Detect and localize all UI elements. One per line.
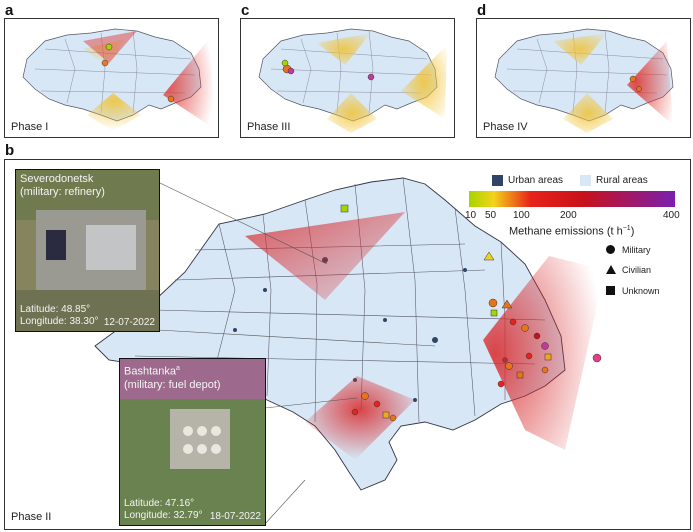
inset-bashtanka-title: Bashtankaa (military: fuel depot) (124, 365, 221, 391)
ukraine-map-c (258, 28, 447, 133)
tick-10: 10 (465, 210, 477, 221)
panel-label-a: a (5, 2, 14, 19)
military-label: Military (622, 245, 651, 255)
ukraine-map-b (94, 177, 605, 525)
urban-label: Urban areas (508, 175, 564, 186)
phase2-south-wedge (305, 376, 415, 460)
phase1-south-wedge (87, 93, 141, 131)
panel-a-map: Phase I (4, 18, 219, 138)
phase-label-1: Phase I (11, 121, 49, 133)
rural-label: Rural areas (596, 175, 648, 186)
panel-b-map: Severodonetsk (military: refinery) Latit… (4, 159, 691, 530)
phase1-east-wedge (163, 39, 215, 129)
rural-swatch (580, 175, 591, 186)
tick-200: 200 (560, 210, 577, 221)
legend: Urban areas Rural areas 10 50 100 200 40… (465, 170, 685, 310)
colorbar-title: Methane emissions (t h−1) (509, 225, 635, 238)
unknown-marker-icon (606, 286, 615, 295)
civilian-label: Civilian (622, 265, 652, 275)
panel-label-c: c (241, 2, 250, 19)
military-marker-icon (606, 245, 615, 254)
ukraine-map-a (22, 28, 215, 131)
urban-swatch (492, 175, 503, 186)
tick-100: 100 (513, 210, 530, 221)
inset-severodonetsk-title: Severodonetsk (military: refinery) (20, 173, 105, 198)
phase2-east-wedge (483, 256, 605, 450)
inset-severodonetsk: Severodonetsk (military: refinery) Latit… (15, 169, 160, 332)
inset-bashtanka-coords: Latitude: 47.16° Longitude: 32.79° (124, 498, 203, 521)
phase-label-4: Phase IV (483, 121, 528, 133)
inset-bashtanka: Bashtankaa (military: fuel depot) Latitu… (119, 358, 266, 526)
inset-severodonetsk-date: 12-07-2022 (103, 317, 155, 328)
panel-label-b: b (5, 142, 15, 159)
inset-bashtanka-date: 18-07-2022 (209, 511, 261, 522)
inset-severodonetsk-coords: Latitude: 48.85° Longitude: 38.30° (20, 304, 99, 327)
panel-label-d: d (477, 2, 487, 19)
phase-label-3: Phase III (247, 121, 291, 133)
tick-50: 50 (485, 210, 497, 221)
panel-c-map: Phase III (240, 18, 455, 138)
phase-label-2: Phase II (11, 511, 52, 523)
civilian-marker-icon (606, 265, 616, 274)
phase1-north-wedge (83, 39, 125, 67)
ukraine-map-d (494, 28, 674, 133)
panel-d-map: Phase IV (476, 18, 691, 138)
colorbar (469, 191, 675, 207)
unknown-label: Unknown (622, 286, 660, 296)
tick-400: 400 (663, 210, 680, 221)
phase2-north-wedge (245, 212, 405, 300)
